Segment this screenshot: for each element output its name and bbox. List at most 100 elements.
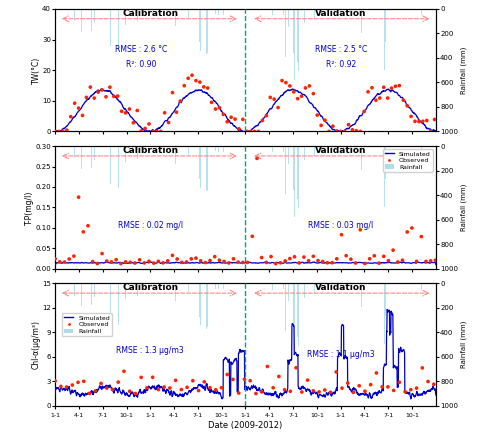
Point <box>234 389 242 396</box>
Point <box>263 259 271 266</box>
Point <box>375 260 383 267</box>
Point <box>282 79 290 86</box>
Point <box>384 257 392 264</box>
Point <box>137 374 145 381</box>
Point <box>250 128 259 135</box>
X-axis label: Date (2009-2012): Date (2009-2012) <box>208 421 283 430</box>
Point <box>51 255 59 262</box>
Point <box>227 114 235 121</box>
Point <box>107 258 115 265</box>
Text: R²: 0.92: R²: 0.92 <box>326 60 356 69</box>
Point <box>61 259 69 266</box>
Point <box>192 255 200 262</box>
Point <box>188 72 196 79</box>
Point <box>253 155 261 162</box>
Point <box>137 128 145 135</box>
Point <box>427 257 435 264</box>
Point <box>309 90 317 97</box>
Point <box>131 260 139 267</box>
Point <box>75 194 83 201</box>
Point <box>398 256 406 264</box>
Point <box>102 93 110 100</box>
Point <box>204 84 212 91</box>
Point <box>196 78 204 86</box>
Point <box>201 259 209 266</box>
Point <box>361 388 369 395</box>
Point <box>427 128 435 135</box>
Text: Validation: Validation <box>315 146 367 155</box>
Point <box>306 83 314 90</box>
Text: R²: 0.90: R²: 0.90 <box>126 60 156 69</box>
Point <box>263 112 271 119</box>
Point <box>313 112 321 119</box>
Point <box>164 257 172 264</box>
Point <box>356 128 364 135</box>
Point <box>159 259 167 266</box>
Point <box>360 108 368 115</box>
Point <box>305 257 313 264</box>
Point <box>223 371 231 378</box>
Point <box>348 126 356 133</box>
Point <box>275 373 283 380</box>
Point <box>372 97 380 104</box>
Point <box>110 93 118 100</box>
Point <box>94 88 102 95</box>
Point <box>150 260 158 267</box>
Point <box>417 233 425 240</box>
Point <box>235 125 243 132</box>
Point <box>332 368 340 376</box>
Point <box>55 128 63 135</box>
Text: RMSE : 0.02 mg/l: RMSE : 0.02 mg/l <box>118 221 183 230</box>
Point <box>117 260 125 267</box>
Point <box>407 113 415 120</box>
Point <box>281 257 289 264</box>
Point <box>337 128 345 135</box>
Point <box>408 224 416 231</box>
Point <box>252 390 260 397</box>
Point <box>338 384 346 392</box>
Point <box>277 259 285 266</box>
Point <box>182 258 190 265</box>
Point <box>395 379 403 386</box>
Point <box>356 226 364 233</box>
Point <box>270 95 278 103</box>
Point <box>287 388 295 395</box>
Point <box>89 258 97 265</box>
Point <box>267 253 275 260</box>
Point <box>286 255 294 262</box>
Point <box>304 376 312 384</box>
Point <box>345 121 353 128</box>
Point <box>153 128 161 135</box>
Y-axis label: Rainfall (mm): Rainfall (mm) <box>461 184 467 231</box>
Point <box>344 380 352 387</box>
Point <box>171 377 179 384</box>
Point <box>264 363 272 370</box>
Text: Calibration: Calibration <box>122 146 178 155</box>
Point <box>388 85 396 92</box>
Point <box>342 252 350 259</box>
Point <box>302 84 310 91</box>
Point <box>419 118 427 125</box>
Point <box>403 102 411 109</box>
Point <box>239 259 247 266</box>
Point <box>118 107 126 115</box>
Point <box>431 257 439 264</box>
Point <box>258 388 266 396</box>
Point <box>338 231 346 238</box>
Point <box>114 379 122 386</box>
Point <box>229 376 237 383</box>
Point <box>63 127 71 134</box>
Point <box>149 374 157 381</box>
Point <box>79 112 87 119</box>
Point <box>240 376 248 383</box>
Point <box>295 260 303 267</box>
Point <box>380 253 388 260</box>
Point <box>106 84 114 91</box>
Point <box>298 93 306 100</box>
Point <box>183 384 191 391</box>
Point <box>329 123 337 130</box>
Point <box>71 99 79 107</box>
Point <box>328 259 336 266</box>
Point <box>370 252 378 259</box>
Point <box>173 256 181 263</box>
